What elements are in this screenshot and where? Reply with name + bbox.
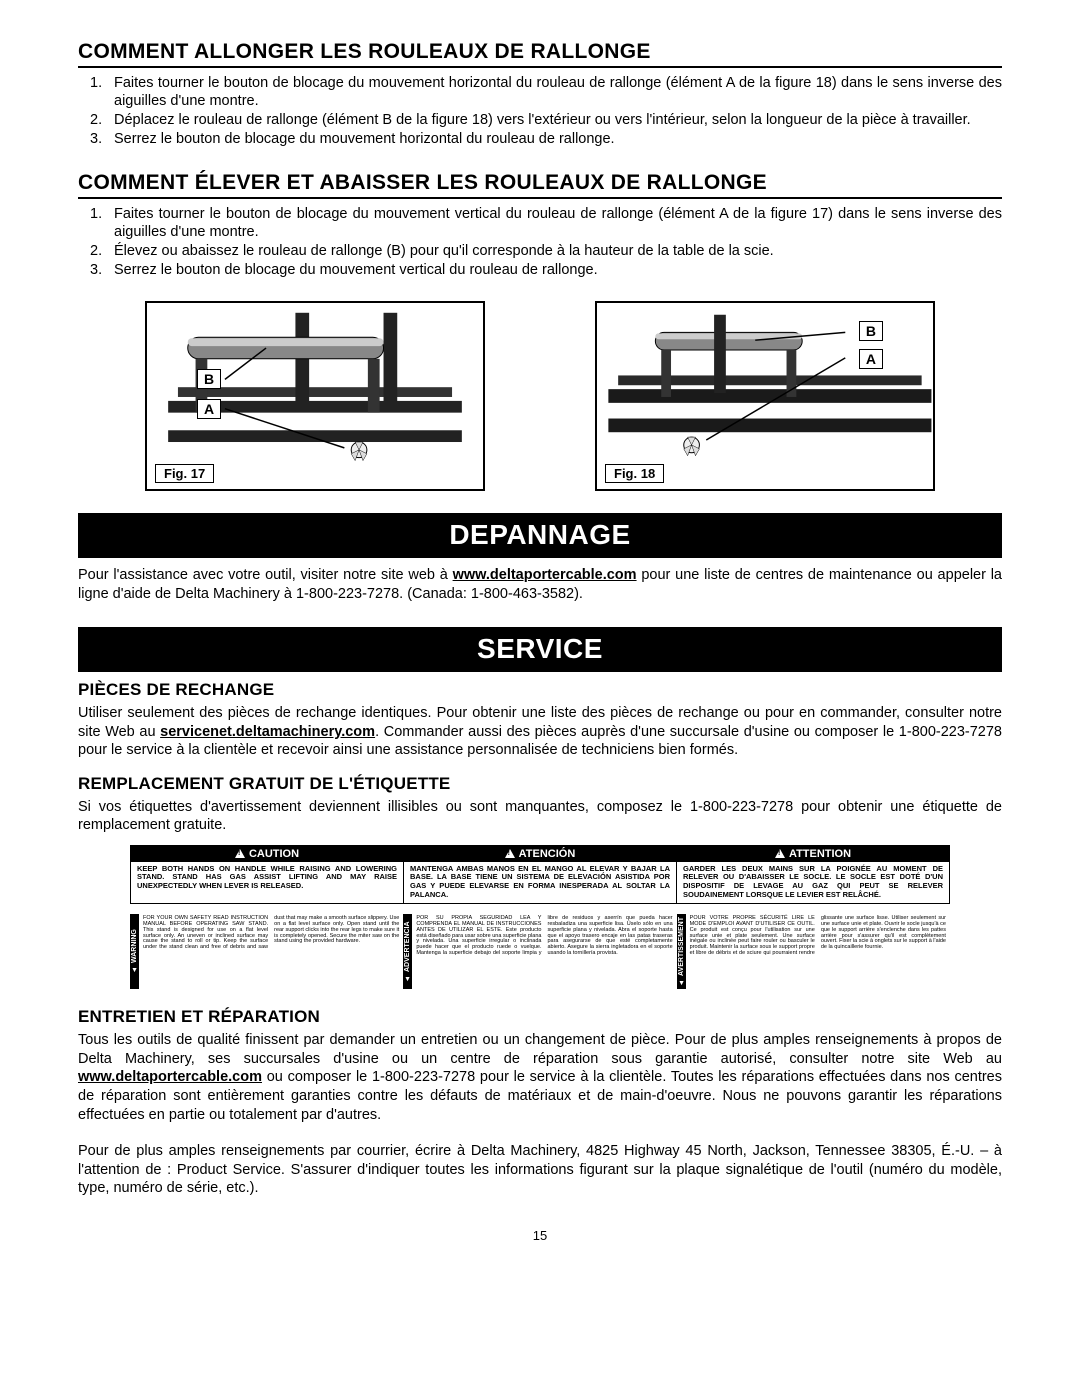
vertical-labels: ▲WARNING FOR YOUR OWN SAFETY READ INSTRU… [130, 914, 950, 989]
service-banner: SERVICE [78, 627, 1002, 672]
warning-icon [775, 849, 785, 858]
depannage-text: Pour l'assistance avec votre outil, visi… [78, 566, 1002, 603]
caution-es-body: MANTENGA AMBAS MANOS EN EL MANGO AL ELEV… [404, 862, 676, 904]
entretien-text2: Pour de plus amples renseignements par c… [78, 1142, 1002, 1198]
depannage-banner: DEPANNAGE [78, 513, 1002, 558]
figure-17: B A Fig. 17 [145, 301, 485, 491]
page-number: 15 [78, 1228, 1002, 1243]
entretien-heading: ENTRETIEN ET RÉPARATION [78, 1007, 1002, 1027]
figures-row: B A Fig. 17 B A Fig. 18 [78, 301, 1002, 491]
caution-en-body: KEEP BOTH HANDS ON HANDLE WHILE RAISING … [131, 862, 403, 895]
vlabel-en-body: FOR YOUR OWN SAFETY READ INSTRUCTION MAN… [139, 914, 403, 989]
remplacement-heading: REMPLACEMENT GRATUIT DE L'ÉTIQUETTE [78, 774, 1002, 794]
section2-list: 1.Faites tourner le bouton de blocage du… [78, 205, 1002, 280]
vlabel-fr-head: ▲AVERTISSEMENT [677, 914, 686, 989]
caution-fr-body: GARDER LES DEUX MAINS SUR LA POIGNÉE AU … [677, 862, 949, 904]
vlabel-es-head: ▲ADVERTENCIA [403, 914, 412, 989]
pieces-link: servicenet.deltamachinery.com [160, 724, 375, 740]
fig17-label-b: B [197, 369, 221, 389]
fig17-label-a: A [197, 399, 221, 419]
vlabel-es-body: POR SU PROPIA SEGURIDAD LEA Y COMPRENDA … [412, 914, 676, 989]
depannage-link: www.deltaportercable.com [453, 567, 637, 583]
pieces-text: Utiliser seulement des pièces de rechang… [78, 704, 1002, 760]
s1-item2: Déplacez le rouleau de rallonge (élément… [114, 112, 971, 128]
vlabel-fr-body: POUR VOTRE PROPRE SÉCURITÉ LIRE LE MODE … [686, 914, 950, 989]
fig18-label-a: A [859, 349, 883, 369]
section2-title: COMMENT ÉLEVER ET ABAISSER LES ROULEAUX … [78, 171, 1002, 199]
entretien-link: www.deltaportercable.com [78, 1069, 262, 1085]
warning-icon [235, 849, 245, 858]
fig18-caption: Fig. 18 [605, 464, 664, 483]
entretien-text1: Tous les outils de qualité finissent par… [78, 1031, 1002, 1124]
figure-18: B A Fig. 18 [595, 301, 935, 491]
fig17-caption: Fig. 17 [155, 464, 214, 483]
warning-icon [505, 849, 515, 858]
fig18-label-b: B [859, 321, 883, 341]
caution-table: CAUTION KEEP BOTH HANDS ON HANDLE WHILE … [130, 845, 950, 905]
s2-item3: Serrez le bouton de blocage du mouvement… [114, 262, 598, 278]
s2-item2: Élevez ou abaissez le rouleau de rallong… [114, 243, 774, 259]
caution-es-head: ATENCIÓN [404, 846, 676, 862]
vlabel-en-head: ▲WARNING [130, 914, 139, 989]
section1-title: COMMENT ALLONGER LES ROULEAUX DE RALLONG… [78, 40, 1002, 68]
caution-fr-head: ATTENTION [677, 846, 949, 862]
s2-item1: Faites tourner le bouton de blocage du m… [114, 206, 1002, 240]
pieces-heading: PIÈCES DE RECHANGE [78, 680, 1002, 700]
s1-item3: Serrez le bouton de blocage du mouvement… [114, 131, 615, 147]
section1-list: 1.Faites tourner le bouton de blocage du… [78, 74, 1002, 149]
remplacement-text: Si vos étiquettes d'avertissement devien… [78, 798, 1002, 835]
s1-item1: Faites tourner le bouton de blocage du m… [114, 75, 1002, 109]
caution-en-head: CAUTION [131, 846, 403, 862]
